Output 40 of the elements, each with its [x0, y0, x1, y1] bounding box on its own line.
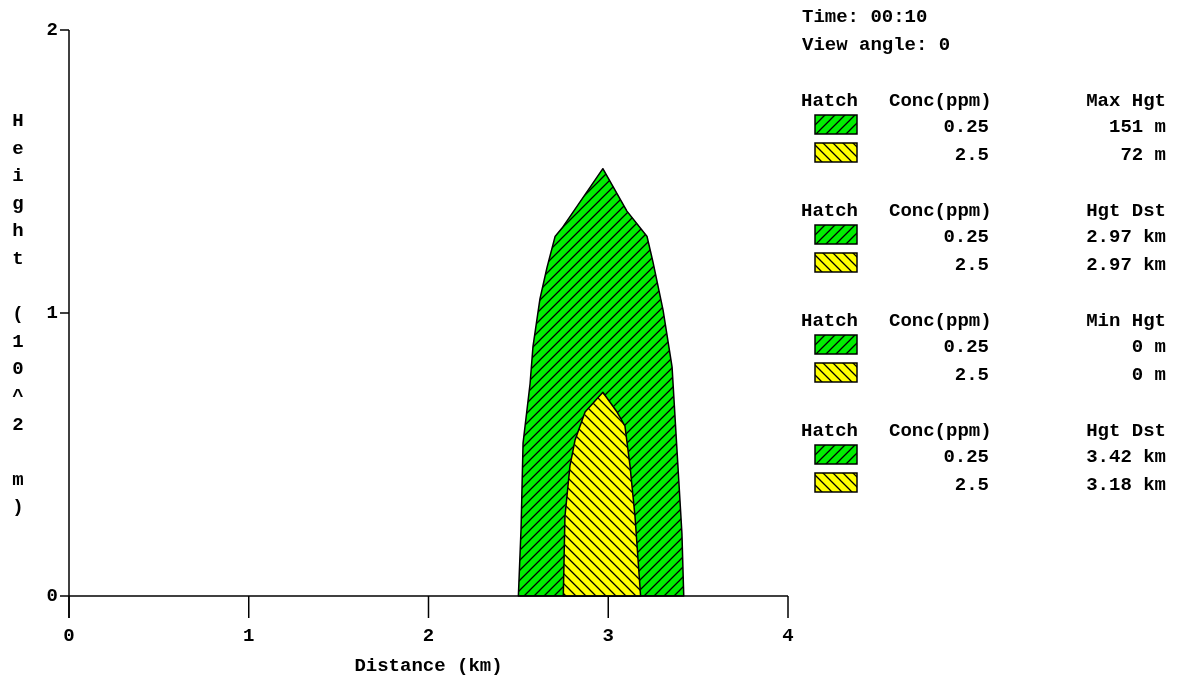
y-tick-label: 0: [46, 585, 58, 607]
text: 2.5: [954, 474, 989, 496]
text: Hatch: [801, 310, 859, 332]
text: Max Hgt: [1086, 90, 1166, 112]
text: 2.97 km: [1086, 226, 1166, 248]
text: 0.25: [943, 226, 989, 248]
text: 0.25: [943, 336, 989, 358]
x-tick-label: 1: [243, 625, 255, 647]
text: Conc(ppm): [889, 90, 992, 112]
text: Hgt Dst: [1086, 200, 1166, 222]
text: Hatch: [801, 90, 859, 112]
text: Hgt Dst: [1086, 420, 1166, 442]
x-axis-title: Distance (km): [354, 655, 503, 677]
text: 2.5: [954, 254, 989, 276]
text: View angle: 0: [802, 34, 951, 56]
text: 3.18 km: [1086, 474, 1166, 496]
text: 151 m: [1108, 116, 1166, 138]
text: Conc(ppm): [889, 420, 992, 442]
text: Conc(ppm): [889, 310, 992, 332]
text: 2.97 km: [1086, 254, 1166, 276]
text: Hatch: [801, 200, 859, 222]
text: Hatch: [801, 420, 859, 442]
text: Min Hgt: [1086, 310, 1166, 332]
text: Time: 00:10: [802, 6, 928, 28]
text: 72 m: [1120, 144, 1166, 166]
text: 0.25: [943, 446, 989, 468]
text: 3.42 km: [1086, 446, 1166, 468]
text: 2.5: [954, 144, 989, 166]
x-tick-label: 4: [782, 625, 794, 647]
text: 2.5: [954, 364, 989, 386]
text: 0 m: [1131, 364, 1166, 386]
text: Height (10^2 m): [12, 110, 24, 519]
y-tick-label: 1: [46, 302, 58, 324]
text: Conc(ppm): [889, 200, 992, 222]
y-tick-label: 2: [46, 19, 58, 41]
text: 0.25: [943, 116, 989, 138]
x-tick-label: 0: [63, 625, 75, 647]
x-tick-label: 3: [602, 625, 614, 647]
x-tick-label: 2: [422, 625, 435, 647]
text: 0 m: [1131, 336, 1166, 358]
